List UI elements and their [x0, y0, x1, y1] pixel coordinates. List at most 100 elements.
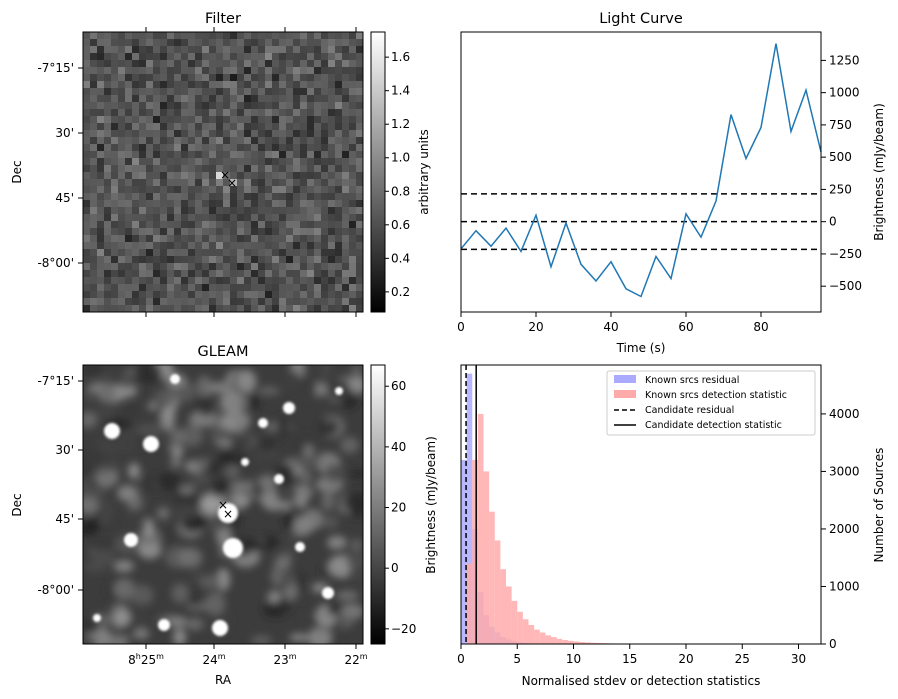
gleam-red-marker: × — [218, 498, 228, 512]
colorbar-tick-label: 1.0 — [391, 151, 410, 165]
filter-colorbar — [370, 31, 386, 313]
filter-title: Filter — [205, 11, 241, 27]
hist-bar-1 — [556, 638, 563, 644]
gleam-xtick-3: 22m — [344, 652, 367, 667]
legend-box — [606, 370, 816, 436]
colorbar-tick-label: 60 — [391, 379, 406, 393]
legend-label-detection: Known srcs detection statistic — [645, 390, 787, 401]
hist-bar-1 — [539, 632, 546, 644]
hist-xtick-label: 0 — [457, 652, 465, 666]
filter-frame — [82, 31, 364, 313]
filter-image — [83, 32, 363, 312]
hist-legend: Known srcs residual Known srcs detection… — [606, 370, 816, 436]
hist-bar-1 — [562, 639, 568, 644]
gleam-xtick-1: 24m — [202, 652, 225, 667]
hist-bar-1 — [489, 511, 495, 644]
hist-xtick-label: 5 — [513, 652, 521, 666]
hist-xtick-label: 15 — [622, 652, 637, 666]
colorbar-tick-label: 0 — [391, 561, 399, 575]
hist-bar-1 — [472, 459, 478, 644]
filter-yticks: -7°15' 30' 45' -8°00' — [37, 61, 83, 270]
lc-title: Light Curve — [599, 11, 683, 27]
legend-label-residual: Known srcs residual — [645, 375, 739, 386]
gleam-xlabel: RA — [215, 673, 232, 687]
lc-ytick-label: 500 — [829, 150, 852, 164]
gleam-colorbar-ticks: 60 40 20 0 −20 — [385, 379, 416, 636]
hist-ylabel: Number of Sources — [872, 448, 886, 563]
hist-bar-1 — [500, 569, 506, 644]
lc-xtick-label: 80 — [753, 320, 768, 334]
lc-frame — [460, 31, 822, 313]
gleam-markers: × × — [218, 498, 233, 521]
gleam-xtick-marks — [145, 644, 357, 649]
legend-swatch-residual — [614, 375, 636, 383]
lc-xlabel: Time (s) — [616, 341, 666, 355]
hist-bar-1 — [545, 635, 551, 644]
gleam-ytick-1: 30' — [55, 443, 74, 457]
hist-bar-1 — [584, 642, 591, 644]
lc-ytick-label: −250 — [829, 247, 862, 261]
lc-ytick-label: 750 — [829, 118, 852, 132]
hist-xtick-label: 30 — [791, 652, 806, 666]
hist-bar-1 — [511, 600, 518, 644]
gleam-colorbar — [370, 364, 386, 645]
lc-ytick-label: 1250 — [829, 53, 860, 67]
hist-frame — [460, 364, 822, 645]
lc-ytick-label: 1000 — [829, 86, 860, 100]
hist-bar-1 — [579, 641, 585, 644]
filter-colorbar-label: arbitrary units — [417, 129, 431, 215]
lc-ylabel: Brightness (mJy/beam) — [872, 103, 886, 241]
hist-bar-1 — [477, 413, 484, 644]
lc-xtick-label: 60 — [678, 320, 693, 334]
gleam-ytick-2: 45' — [55, 512, 74, 526]
colorbar-tick-label: 1.2 — [391, 117, 410, 131]
filter-colorbar-ticks: 1.6 1.4 1.2 1.0 0.8 0.6 0.4 0.2 — [385, 50, 410, 299]
lc-series-line — [460, 43, 822, 298]
hist-bar-1 — [551, 637, 557, 644]
gleam-blue-marker: × — [223, 507, 233, 521]
colorbar-tick-label: 0.2 — [391, 285, 410, 299]
hist-bar-1 — [534, 629, 540, 644]
gleam-ytick-0: -7°15' — [37, 374, 74, 388]
lc-xtick-label: 0 — [457, 320, 465, 334]
colorbar-tick-label: 20 — [391, 501, 406, 515]
filter-ylabel: Dec — [10, 160, 24, 183]
light-curve-panel: Light Curve 0 20 40 60 80 −500 −250 0 250 500 750… — [457, 11, 886, 355]
hist-bar-1 — [567, 640, 574, 644]
hist-bar-1 — [506, 586, 512, 644]
legend-swatch-detection — [614, 390, 636, 398]
legend-label-candidate-residual: Candidate residual — [645, 405, 734, 416]
filter-panel: Filter -7°15' 30' 45' -8°00' Dec × × — [10, 11, 431, 317]
filter-xticks — [145, 27, 357, 317]
gleam-ylabel: Dec — [10, 493, 24, 516]
hist-ytick-label: 2000 — [829, 522, 860, 536]
hist-left-ylabel: Brightness (mJy/beam) — [424, 436, 438, 574]
colorbar-tick-label: 40 — [391, 440, 406, 454]
hist-bar-1 — [466, 563, 473, 644]
hist-xlabel: Normalised stdev or detection statistics — [522, 674, 761, 688]
hist-bar-1 — [528, 625, 535, 644]
filter-red-marker: × — [220, 168, 230, 182]
lc-ytick-label: 250 — [829, 182, 852, 196]
gleam-xtick-0: 8h25m — [128, 652, 164, 667]
gleam-yticks: -7°15' 30' 45' -8°00' — [37, 374, 83, 597]
gleam-frame — [82, 364, 364, 645]
filter-ytick-1: 30' — [55, 126, 74, 140]
colorbar-tick-label: 1.4 — [391, 84, 410, 98]
colorbar-tick-label: 0.6 — [391, 218, 410, 232]
hist-xtick-label: 20 — [678, 652, 693, 666]
hist-ytick-label: 1000 — [829, 579, 860, 593]
hist-bar-1 — [494, 540, 501, 644]
hist-xtick-label: 10 — [566, 652, 581, 666]
filter-ytick-0: -7°15' — [37, 61, 74, 75]
colorbar-tick-label: −20 — [391, 622, 416, 636]
hist-ytick-label: 0 — [829, 637, 837, 651]
hist-bar-1 — [590, 642, 596, 644]
gleam-xtick-2: 23m — [273, 652, 296, 667]
hist-xtick-label: 25 — [735, 652, 750, 666]
hist-ytick-label: 4000 — [829, 407, 860, 421]
lc-xtick-label: 20 — [528, 320, 543, 334]
gleam-image — [83, 365, 363, 644]
hist-bar-1 — [517, 611, 523, 644]
